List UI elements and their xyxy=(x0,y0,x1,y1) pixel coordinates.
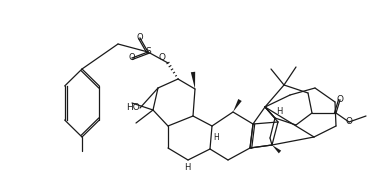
Polygon shape xyxy=(233,99,242,112)
Text: H: H xyxy=(276,107,282,115)
Text: O: O xyxy=(345,118,353,126)
Text: S: S xyxy=(145,47,151,57)
Polygon shape xyxy=(272,145,281,153)
Text: H: H xyxy=(184,163,190,173)
Text: O: O xyxy=(159,53,165,63)
Text: O: O xyxy=(137,34,143,42)
Text: H: H xyxy=(213,134,219,142)
Polygon shape xyxy=(191,72,195,89)
Text: O: O xyxy=(129,53,135,63)
Text: HO: HO xyxy=(126,103,140,113)
Text: O: O xyxy=(337,96,343,104)
